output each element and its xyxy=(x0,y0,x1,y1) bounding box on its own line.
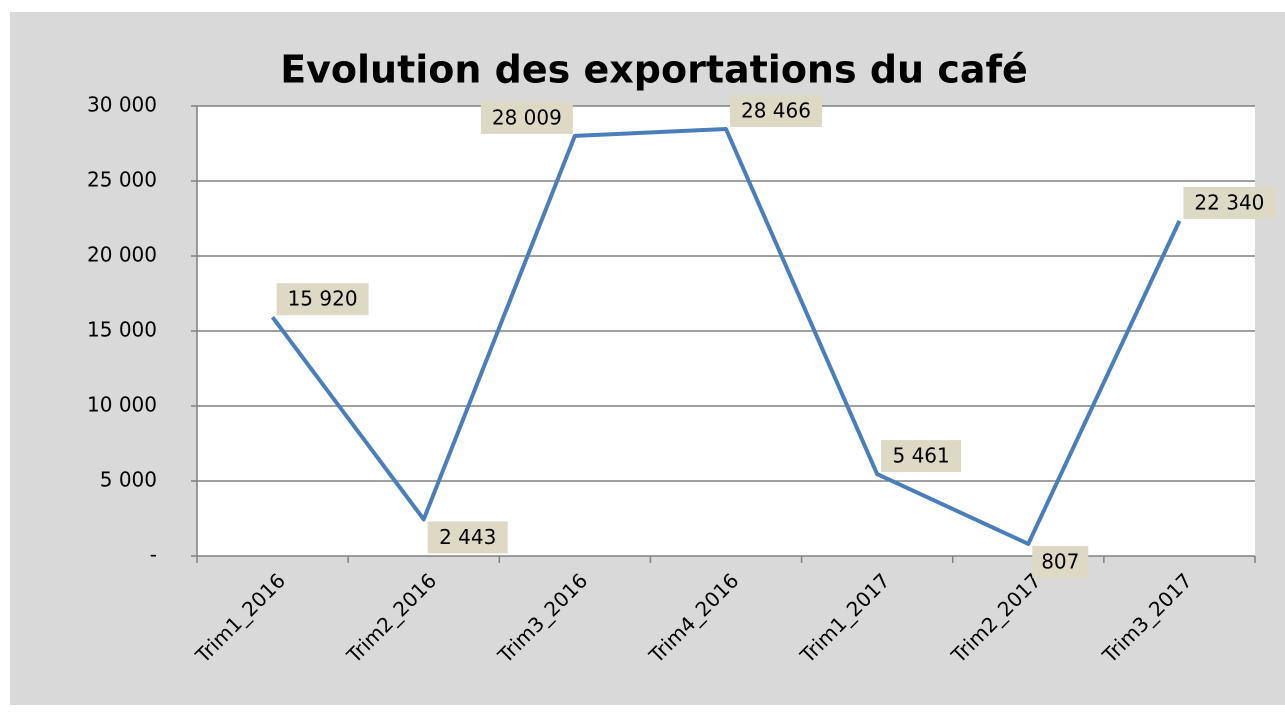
data-label: 22 340 xyxy=(1194,190,1264,214)
y-tick-label: 5 000 xyxy=(100,468,157,492)
chart-title: Evolution des exportations du café xyxy=(280,48,1028,92)
y-tick-label: 15 000 xyxy=(87,318,157,342)
data-label: 28 466 xyxy=(741,99,811,123)
data-label-box xyxy=(881,440,962,473)
data-label: 807 xyxy=(1041,549,1079,573)
data-label-box xyxy=(276,283,369,316)
data-label: 5 461 xyxy=(893,444,950,468)
data-label-box xyxy=(1032,545,1089,578)
line-series xyxy=(270,127,1182,546)
data-label-box xyxy=(730,95,822,128)
data-label: 2 443 xyxy=(439,525,496,549)
data-label-box xyxy=(480,101,573,134)
y-tick-label: 30 000 xyxy=(87,93,157,117)
y-tick-label: 20 000 xyxy=(87,243,157,267)
y-tick-label: - xyxy=(150,543,157,567)
data-label-box xyxy=(1183,186,1276,219)
data-label-box xyxy=(427,521,508,554)
data-label: 28 009 xyxy=(492,105,562,129)
y-tick-label: 25 000 xyxy=(87,168,157,192)
data-label: 15 920 xyxy=(288,287,358,311)
y-tick-label: 10 000 xyxy=(87,393,157,417)
